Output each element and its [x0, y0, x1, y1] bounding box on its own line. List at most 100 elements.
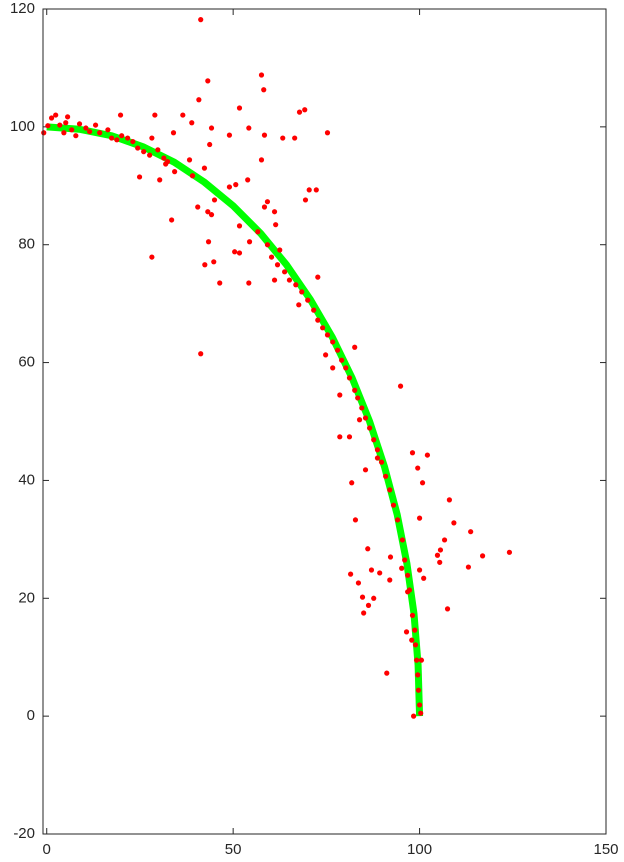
point [261, 204, 268, 210]
point [226, 132, 233, 138]
point [76, 121, 83, 127]
point [339, 357, 345, 363]
point [346, 375, 353, 381]
point [236, 250, 243, 256]
point [296, 109, 303, 115]
point [323, 352, 329, 358]
point [299, 289, 305, 295]
point [362, 415, 369, 421]
point [349, 480, 355, 486]
point [416, 515, 423, 521]
point [418, 657, 425, 663]
point [367, 425, 373, 431]
point [383, 473, 389, 479]
point [437, 547, 444, 553]
point [264, 199, 271, 205]
point [92, 122, 99, 128]
point [378, 459, 385, 465]
point [330, 365, 336, 371]
point [169, 217, 175, 223]
point [320, 325, 326, 331]
point [465, 564, 472, 570]
point [196, 97, 202, 103]
point [415, 687, 422, 693]
point [201, 165, 208, 171]
point [155, 147, 161, 153]
y-tick-label: 100 [10, 118, 35, 135]
point [147, 152, 153, 158]
point [409, 612, 416, 618]
point [365, 546, 371, 552]
point [170, 130, 177, 136]
point [346, 434, 353, 440]
point [69, 127, 75, 133]
point [161, 155, 167, 161]
point [418, 710, 424, 716]
point [208, 212, 215, 218]
curve [46, 123, 424, 717]
point [208, 125, 215, 131]
point [109, 135, 115, 141]
point [406, 587, 413, 593]
point [292, 135, 298, 141]
point [152, 112, 158, 118]
point [65, 114, 71, 120]
point [437, 559, 443, 565]
point [315, 317, 321, 323]
x-tick-label: 150 [593, 841, 618, 858]
point [261, 87, 267, 93]
point [255, 229, 261, 235]
plot-border [42, 8, 607, 835]
point [397, 383, 404, 389]
point [424, 452, 431, 458]
point [41, 130, 47, 136]
point [83, 125, 89, 131]
point [205, 239, 212, 245]
point [236, 105, 243, 111]
point [302, 197, 309, 203]
point [280, 135, 286, 141]
point [416, 567, 423, 573]
y-tick-label: 40 [18, 471, 35, 488]
point [202, 262, 208, 268]
point [245, 177, 251, 183]
point [411, 713, 417, 719]
point [130, 138, 136, 145]
point [135, 145, 141, 151]
point [164, 159, 171, 165]
point [114, 137, 120, 143]
point [302, 107, 308, 113]
point [273, 222, 279, 228]
point [87, 128, 93, 135]
point [355, 580, 362, 586]
point [315, 274, 321, 280]
point [63, 120, 69, 126]
x-tick-label: 0 [43, 841, 51, 858]
point [403, 629, 410, 635]
point [413, 657, 420, 663]
point [246, 125, 252, 131]
point [205, 78, 211, 84]
point [286, 277, 293, 283]
point [419, 480, 426, 486]
point [282, 269, 288, 275]
point [330, 339, 336, 345]
point [384, 670, 390, 676]
point [399, 565, 405, 571]
point [53, 112, 59, 118]
point [374, 455, 381, 461]
point [226, 184, 233, 190]
point [233, 182, 239, 188]
point [189, 120, 195, 126]
point [390, 502, 397, 508]
point [306, 187, 312, 193]
y-tick-label: 80 [18, 236, 35, 253]
point [157, 177, 163, 183]
y-tick-label: 20 [18, 589, 35, 606]
point [293, 282, 299, 288]
point [246, 280, 252, 286]
point [258, 157, 265, 163]
point [97, 130, 103, 136]
point [268, 254, 275, 260]
